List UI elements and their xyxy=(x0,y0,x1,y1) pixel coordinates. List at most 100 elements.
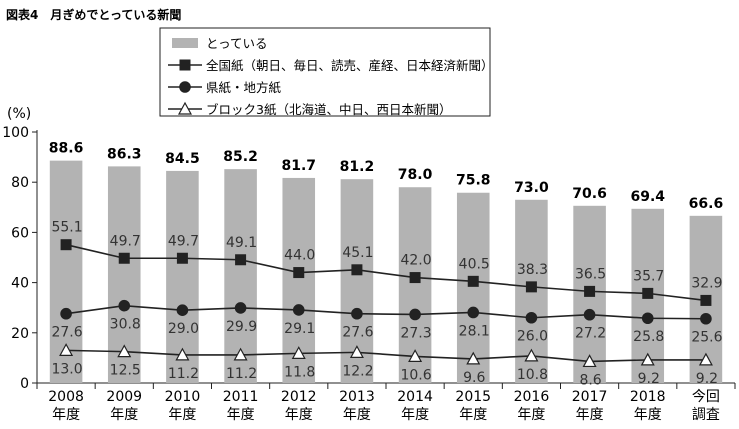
series-point xyxy=(60,239,72,251)
bar-value-label: 78.0 xyxy=(398,167,433,183)
data-label: 25.8 xyxy=(633,329,664,345)
bar xyxy=(456,192,490,383)
legend-marker xyxy=(177,101,193,115)
series-point xyxy=(698,352,713,366)
series-point xyxy=(292,304,305,316)
data-label: 26.0 xyxy=(517,329,548,345)
legend-label: とっている xyxy=(206,36,268,51)
data-label: 10.8 xyxy=(517,367,548,383)
x-tick-label: 2009 xyxy=(106,389,142,405)
series-point xyxy=(59,343,74,356)
data-label: 10.6 xyxy=(400,367,431,383)
series-point xyxy=(118,299,131,312)
data-label: 42.0 xyxy=(400,253,431,269)
chart-title: 図表4 月ぎめでとっている新聞 xyxy=(6,7,181,22)
series-point xyxy=(524,348,539,362)
bar-value-label: 81.7 xyxy=(281,158,316,174)
x-tick-label: 年度 xyxy=(110,407,138,423)
series-point xyxy=(466,351,481,365)
series-point xyxy=(642,287,654,299)
data-label: 9.2 xyxy=(638,371,660,387)
data-label: 27.2 xyxy=(575,326,606,342)
series-point xyxy=(234,302,247,314)
data-label: 11.2 xyxy=(168,366,199,382)
plot-area: 0 20 40 60 80 100 88.6 86.3 84.5 85.2 81.7 81.2 78.0… xyxy=(2,125,736,423)
x-tick-label: 年度 xyxy=(168,407,196,423)
series-point xyxy=(641,312,654,325)
data-label: 49.7 xyxy=(168,233,199,249)
series-line xyxy=(65,304,706,320)
y-tick-label: 60 xyxy=(11,225,29,241)
data-label: 13.0 xyxy=(51,361,82,377)
data-label: 29.0 xyxy=(168,321,199,337)
series-point xyxy=(584,285,596,297)
series-point xyxy=(233,347,248,361)
series-point xyxy=(409,272,421,284)
data-label: 35.7 xyxy=(633,268,664,284)
x-tick-label: 2014 xyxy=(397,389,433,405)
data-label: 28.1 xyxy=(459,323,490,339)
series-point xyxy=(583,308,596,321)
x-tick-label: 2012 xyxy=(281,389,317,405)
series-point xyxy=(351,264,363,276)
data-label: 55.1 xyxy=(51,220,82,236)
bar-value-label: 69.4 xyxy=(630,189,665,205)
data-label: 8.6 xyxy=(579,372,601,388)
data-label: 30.8 xyxy=(110,317,141,333)
legend-swatch xyxy=(172,38,198,48)
series-point xyxy=(175,347,190,361)
data-label: 11.2 xyxy=(226,366,257,382)
data-label: 49.7 xyxy=(110,233,141,249)
bar-value-label: 70.6 xyxy=(572,186,607,202)
data-label: 9.6 xyxy=(463,370,485,386)
bar-value-label: 81.2 xyxy=(340,159,375,175)
series-point xyxy=(117,344,132,358)
data-label: 44.0 xyxy=(284,248,315,264)
y-tick-label: 0 xyxy=(20,376,29,392)
data-label: 49.1 xyxy=(226,235,257,251)
series-point xyxy=(293,267,305,279)
data-label: 9.2 xyxy=(696,371,718,387)
bar-value-label: 73.0 xyxy=(514,180,549,196)
data-label: 36.5 xyxy=(575,266,606,282)
data-label: 11.8 xyxy=(284,364,315,380)
x-tick-label: 2018 xyxy=(630,389,666,405)
data-label: 12.2 xyxy=(342,363,373,379)
y-tick-label: 100 xyxy=(2,125,29,141)
x-tick-label: 年度 xyxy=(401,407,429,423)
y-tick-label: 80 xyxy=(11,175,29,191)
x-tick-label: 今回 xyxy=(692,389,720,405)
x-tick-label: 年度 xyxy=(634,407,662,423)
x-tick-label: 2010 xyxy=(165,389,201,405)
series-point xyxy=(235,254,247,266)
bar-value-label: 88.6 xyxy=(49,141,84,157)
series-point xyxy=(349,345,364,358)
x-tick-label: 年度 xyxy=(343,407,371,423)
legend-label: 県紙・地方紙 xyxy=(206,80,282,95)
series-point xyxy=(700,312,712,325)
x-tick-label: 年度 xyxy=(52,407,80,423)
data-label: 25.6 xyxy=(691,330,722,346)
y-tick-label: 20 xyxy=(11,326,29,342)
bar-value-label: 86.3 xyxy=(107,146,142,162)
data-label: 40.5 xyxy=(459,256,490,272)
x-tick-label: 年度 xyxy=(227,407,255,423)
legend-label: 全国紙（朝日、毎日、読売、産経、日本経済新聞） xyxy=(206,58,494,73)
series-point xyxy=(525,281,537,293)
x-tick-label: 年度 xyxy=(459,407,487,423)
bar-value-label: 66.6 xyxy=(689,196,724,212)
data-label: 27.3 xyxy=(400,325,431,341)
series-point xyxy=(351,307,363,320)
data-label: 27.6 xyxy=(51,325,82,341)
legend-marker xyxy=(179,59,191,71)
data-label: 29.9 xyxy=(226,319,257,335)
x-tick-label: 2015 xyxy=(455,389,491,405)
data-label: 29.1 xyxy=(284,321,315,337)
series-point xyxy=(467,306,480,319)
legend-marker xyxy=(179,81,191,93)
series-point xyxy=(525,311,538,324)
x-tick-label: 2008 xyxy=(48,389,84,405)
y-axis-label: (%) xyxy=(7,106,31,122)
